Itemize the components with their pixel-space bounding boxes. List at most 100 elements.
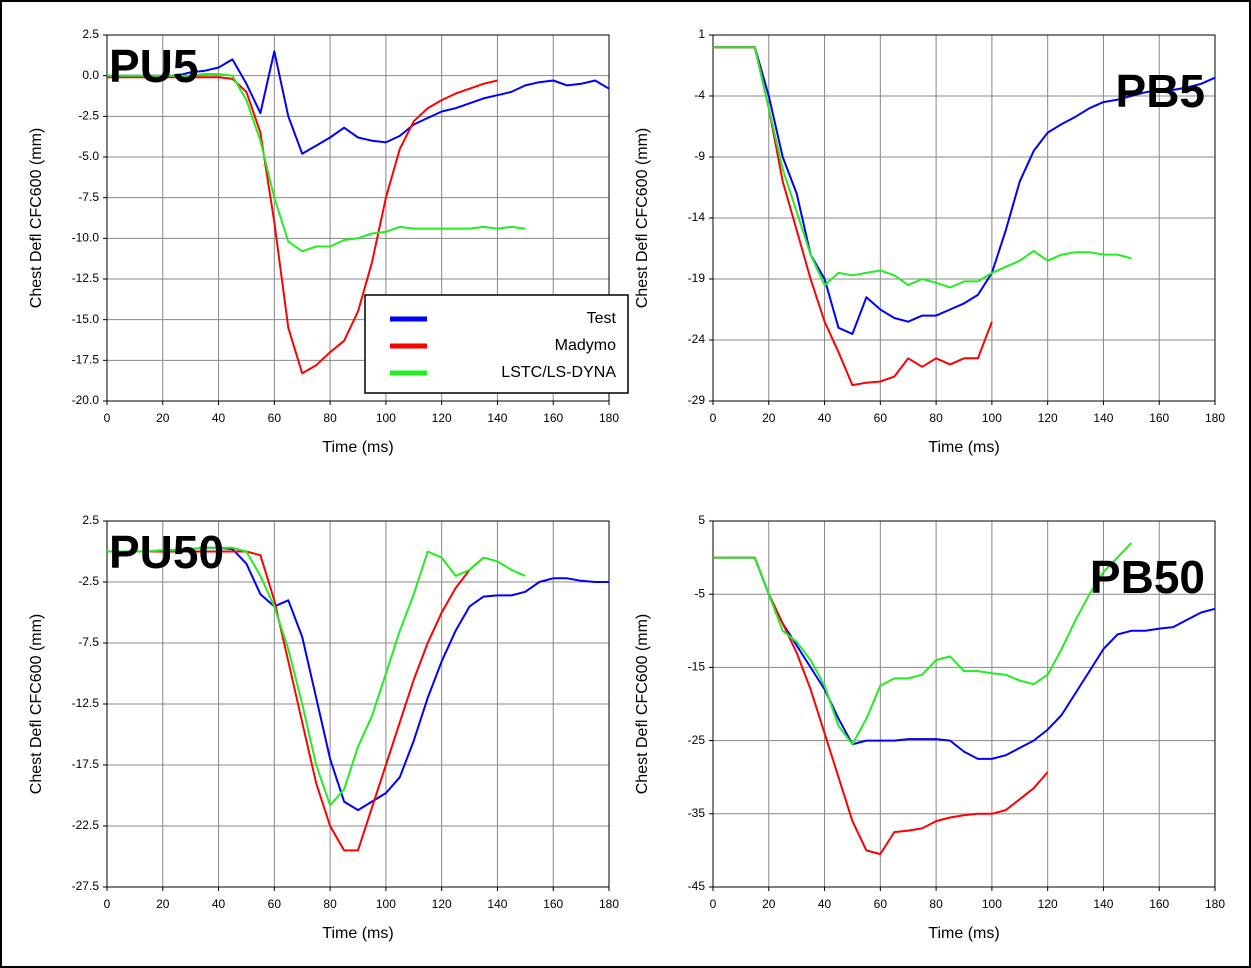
x-tick-label: 80: [929, 411, 943, 425]
y-tick-label: 0.0: [82, 68, 99, 82]
x-tick-label: 120: [432, 411, 452, 425]
x-tick-label: 100: [376, 897, 396, 911]
plot-border: [712, 520, 1216, 888]
x-tick-label: 60: [268, 897, 282, 911]
y-tick-label: -7.5: [78, 635, 99, 649]
x-tick-label: 0: [710, 411, 717, 425]
legend-label: LSTC/LS-DYNA: [501, 364, 616, 381]
x-tick-label: 20: [156, 411, 170, 425]
y-tick-label: -9: [694, 149, 705, 163]
y-tick-label: -15.0: [72, 312, 100, 326]
y-tick-label: -5.0: [78, 149, 99, 163]
x-axis-label: Time (ms): [322, 439, 393, 456]
x-tick-label: 120: [1038, 411, 1058, 425]
legend-label: Madymo: [555, 337, 616, 354]
y-axis-label: Chest Defl CFC600 (mm): [28, 614, 45, 794]
x-tick-label: 120: [432, 897, 452, 911]
x-tick-label: 160: [543, 411, 563, 425]
x-tick-label: 100: [982, 411, 1002, 425]
y-tick-label: -5: [694, 586, 705, 600]
x-tick-label: 20: [156, 897, 170, 911]
x-tick-label: 140: [487, 411, 507, 425]
x-tick-label: 40: [818, 897, 832, 911]
plot-border: [712, 34, 1216, 402]
x-tick-label: 0: [104, 411, 111, 425]
y-tick-label: -45: [688, 879, 706, 893]
y-tick-label: -35: [688, 806, 706, 820]
x-tick-label: 20: [762, 411, 776, 425]
y-tick-label: -25: [688, 733, 706, 747]
y-tick-label: -29: [688, 393, 706, 407]
x-tick-label: 80: [929, 897, 943, 911]
x-tick-label: 160: [1149, 411, 1169, 425]
x-axis-label: Time (ms): [322, 925, 393, 942]
x-axis-label: Time (ms): [928, 925, 999, 942]
x-tick-label: 0: [104, 897, 111, 911]
x-tick-label: 180: [1205, 411, 1225, 425]
series-line: [713, 556, 1216, 760]
x-tick-label: 180: [1205, 897, 1225, 911]
y-tick-label: -7.5: [78, 190, 99, 204]
x-tick-label: 20: [762, 897, 776, 911]
y-tick-label: -12.5: [72, 271, 100, 285]
x-tick-label: 60: [874, 411, 888, 425]
y-tick-label: -27.5: [72, 879, 100, 893]
x-axis-label: Time (ms): [928, 439, 999, 456]
y-tick-label: -15: [688, 660, 706, 674]
x-tick-label: 180: [599, 897, 619, 911]
x-tick-label: 140: [1093, 411, 1113, 425]
plot-border: [106, 34, 610, 402]
x-tick-label: 40: [818, 411, 832, 425]
series-line: [107, 546, 526, 807]
y-tick-label: -22.5: [72, 818, 100, 832]
x-tick-label: 60: [874, 897, 888, 911]
x-tick-label: 100: [982, 897, 1002, 911]
series-line: [713, 46, 1132, 289]
y-tick-label: -4: [694, 88, 705, 102]
x-tick-label: 40: [212, 411, 226, 425]
y-tick-label: -14: [688, 210, 706, 224]
chart-title: PU5: [109, 40, 198, 92]
x-tick-label: 60: [268, 411, 282, 425]
x-tick-label: 80: [323, 411, 337, 425]
x-tick-label: 140: [487, 897, 507, 911]
x-tick-label: 140: [1093, 897, 1113, 911]
x-tick-label: 160: [1149, 897, 1169, 911]
y-tick-label: 1: [698, 27, 705, 41]
x-tick-label: 80: [323, 897, 337, 911]
series-line: [107, 73, 526, 253]
chart-title: PB5: [1116, 65, 1205, 117]
series-line: [107, 76, 498, 375]
y-tick-label: -19: [688, 271, 706, 285]
y-tick-label: -10.0: [72, 231, 100, 245]
plot-border: [106, 520, 610, 888]
x-tick-label: 0: [710, 897, 717, 911]
x-tick-label: 120: [1038, 897, 1058, 911]
y-axis-label: Chest Defl CFC600 (mm): [634, 128, 651, 308]
y-tick-label: 5: [698, 513, 705, 527]
y-tick-label: -17.5: [72, 353, 100, 367]
x-tick-label: 160: [543, 897, 563, 911]
y-tick-label: -2.5: [78, 109, 99, 123]
y-tick-label: -2.5: [78, 574, 99, 588]
series-line: [713, 542, 1133, 746]
x-tick-label: 100: [376, 411, 396, 425]
series-line: [107, 550, 485, 852]
legend-label: Test: [587, 310, 617, 327]
chart-title: PU50: [109, 526, 224, 578]
series-line: [107, 50, 610, 155]
x-tick-label: 40: [212, 897, 226, 911]
x-tick-label: 180: [599, 411, 619, 425]
y-tick-label: 2.5: [82, 513, 99, 527]
y-tick-label: -24: [688, 332, 706, 346]
y-tick-label: -12.5: [72, 696, 100, 710]
y-tick-label: 2.5: [82, 27, 99, 41]
y-tick-label: -17.5: [72, 757, 100, 771]
chart-title: PB50: [1090, 551, 1205, 603]
y-axis-label: Chest Defl CFC600 (mm): [634, 614, 651, 794]
y-axis-label: Chest Defl CFC600 (mm): [28, 128, 45, 308]
y-tick-label: -20.0: [72, 393, 100, 407]
series-line: [713, 46, 1216, 335]
